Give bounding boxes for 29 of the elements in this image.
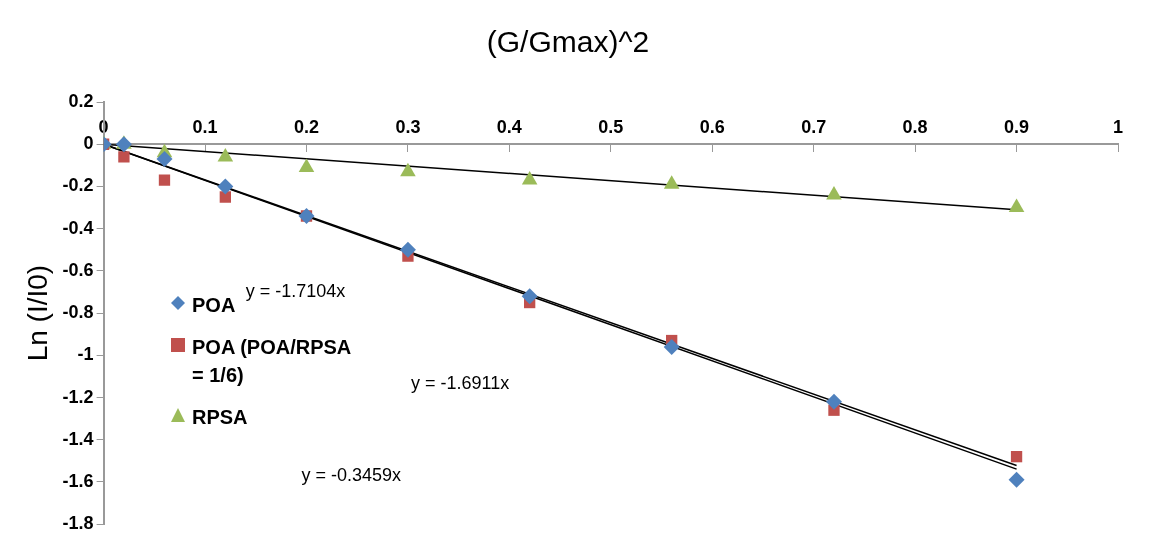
x-tick-label: 0.5 xyxy=(598,117,624,138)
y-tick-label: -1.8 xyxy=(62,513,94,534)
y-tick-label: -1.6 xyxy=(62,470,94,491)
y-tick-label: -0.2 xyxy=(62,175,94,196)
x-tick-label: 0.6 xyxy=(699,117,725,138)
x-tick-label: 0.1 xyxy=(192,117,218,138)
y-tick-label: -0.8 xyxy=(62,302,94,323)
x-tick-label: 0.2 xyxy=(293,117,320,138)
annotation: y = -1.7104x xyxy=(245,280,346,301)
chart-title: (G/Gmax)^2 xyxy=(486,25,650,59)
y-axis-title: Ln (I/I0) xyxy=(21,264,53,362)
y-tick-label: -1.2 xyxy=(62,386,94,407)
legend-label: POA (POA/RPSA = 1/6) xyxy=(192,335,352,388)
y-tick-label: -1.4 xyxy=(62,428,94,449)
x-tick-label: 0.7 xyxy=(801,117,827,138)
y-tick-label: -0.6 xyxy=(62,259,94,280)
y-tick-label: -0.4 xyxy=(62,217,94,238)
y-tick-label: -1 xyxy=(77,344,94,365)
x-tick-label: 0.8 xyxy=(902,117,928,138)
annotation: y = -1.6911x xyxy=(410,372,510,393)
x-tick-label: 0.4 xyxy=(496,117,522,138)
legend-label: RPSA xyxy=(192,405,248,430)
x-tick-label: 0.9 xyxy=(1004,117,1030,138)
annotation: y = -0.3459x xyxy=(301,464,401,485)
y-tick-label: 0.2 xyxy=(68,90,94,111)
x-tick-label: 1 xyxy=(1112,117,1124,138)
y-tick-label: 0 xyxy=(83,133,94,154)
legend-label: POA xyxy=(192,293,236,318)
x-tick-label: 0.3 xyxy=(395,117,421,138)
